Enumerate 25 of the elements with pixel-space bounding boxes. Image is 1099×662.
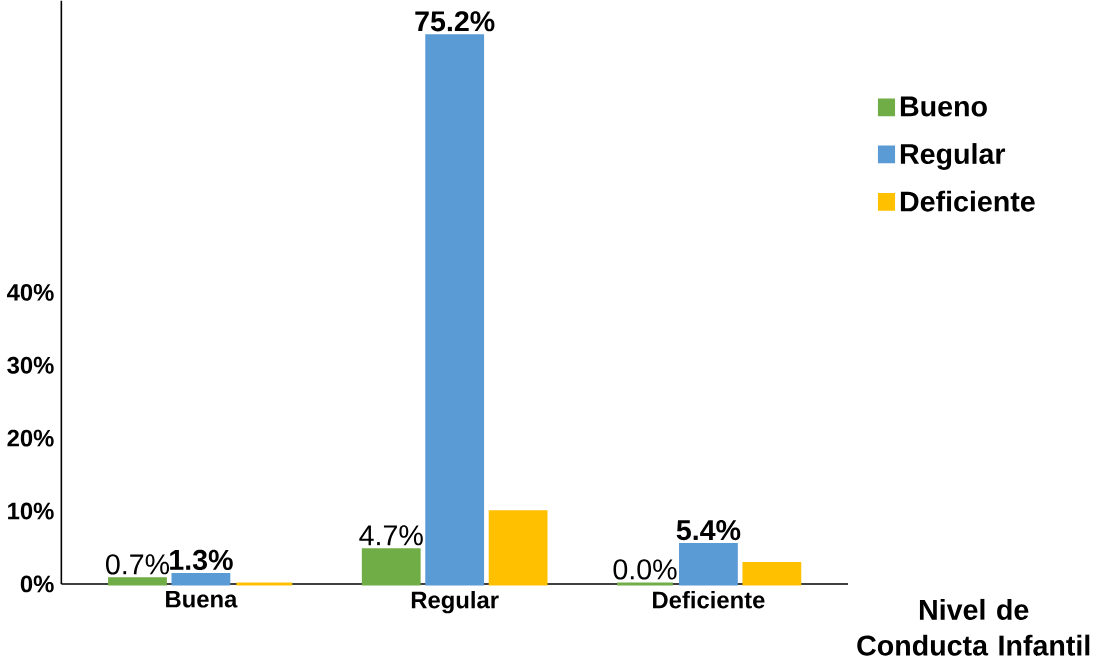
y-tick-label: 10% bbox=[8, 502, 54, 520]
data-label: 1.3% bbox=[170, 549, 233, 570]
bar bbox=[488, 510, 548, 586]
data-label: 5.4% bbox=[676, 519, 741, 541]
bar bbox=[679, 542, 738, 586]
bar bbox=[742, 561, 802, 586]
data-label: 0.7% bbox=[106, 554, 170, 575]
legend-label: Regular bbox=[900, 142, 1006, 170]
x-tick-label: Buena bbox=[166, 590, 238, 608]
legend-label: Deficiente bbox=[900, 190, 1035, 212]
y-tick-label: 30% bbox=[7, 356, 54, 374]
data-label: 75.2% bbox=[415, 11, 495, 32]
x-tick-label: Regular bbox=[411, 590, 499, 614]
bar bbox=[361, 548, 421, 586]
x-tick-label: Deficiente bbox=[653, 590, 765, 609]
x-axis-title: Nivel de Conducta Infantil bbox=[857, 598, 1090, 656]
bar bbox=[171, 572, 231, 586]
data-label: 0.0% bbox=[613, 559, 677, 580]
y-tick-label: 20% bbox=[7, 429, 54, 447]
y-tick-label: 0% bbox=[20, 575, 54, 593]
bar bbox=[108, 577, 167, 586]
bar bbox=[425, 34, 485, 586]
y-tick-label: 40% bbox=[7, 283, 54, 301]
legend-label: Bueno bbox=[900, 96, 987, 117]
data-label: 4.7% bbox=[359, 525, 423, 546]
